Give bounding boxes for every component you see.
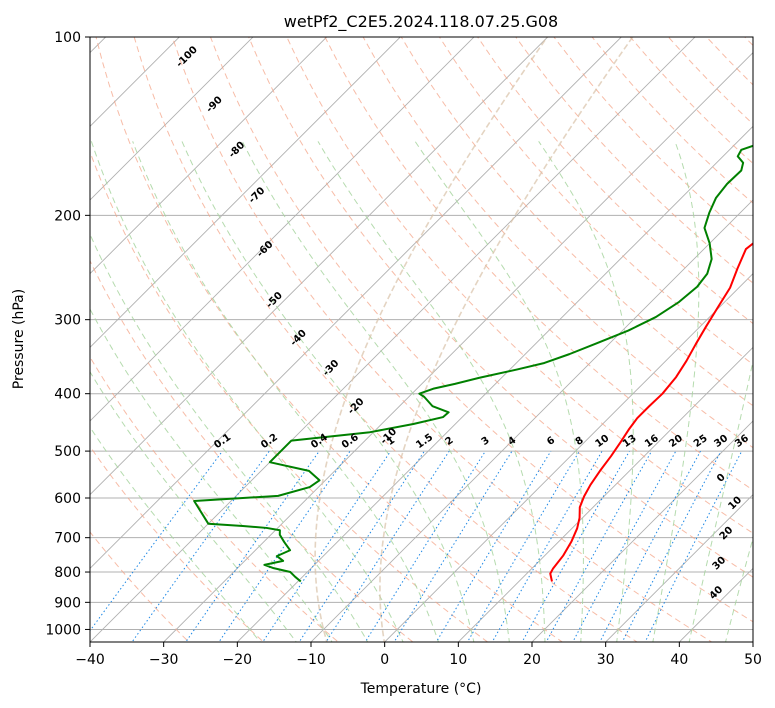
temperature-line [549,242,753,582]
dry-adiabat-50 [209,37,753,623]
x-tick-label-0: −40 [75,652,105,668]
mixing-ratio-line-11 [491,450,603,642]
dry-adiabat--10 [90,356,339,642]
y-tick-label-5: 600 [54,491,81,507]
y-tick-label-2: 300 [54,313,81,329]
y-tick-label-6: 700 [54,531,81,547]
x-tick-label-1: −30 [149,652,179,668]
x-tick-label-3: −10 [296,652,326,668]
mixing-ratio-line-8 [393,450,513,642]
dry-adiabat-90 [362,37,753,449]
plot-area [90,37,753,642]
x-axis-ticks: −40 −30 −20 −10 0 10 20 30 40 50 [75,642,762,668]
mixing-ratio-line-5 [298,450,425,642]
y-tick-label-0: 100 [54,30,81,46]
dry-adiabat-80 [324,37,753,491]
dry-adiabat-20 [95,37,564,642]
isotherm--40 [90,37,696,642]
mixing-ratio-line-3 [218,450,351,642]
mixing-ratio-line-13 [545,450,653,642]
x-tick-label-4: 0 [380,652,389,668]
mixing-ratio-line-10 [466,450,580,642]
isotherm--50 [90,37,622,569]
moist-adiabat--5 [90,233,369,642]
isotherm--100 [90,37,254,201]
isotherm-10 [457,346,753,642]
chart-title: wetPf2_C2E5.2024.118.07.25.G08 [284,12,558,32]
moist-adiabat-35 [652,141,700,642]
profile-lines [193,144,753,583]
x-axis-label: Temperature (°C) [360,681,482,697]
mixing-ratio-line-6 [325,450,450,642]
mixing-ratio-line-14 [572,450,677,642]
mixing-ratio-line-9 [435,450,552,642]
plot-frame [89,36,754,643]
moist-adiabat-15 [241,141,510,642]
moist-adiabat-20 [317,141,546,642]
x-tick-label-8: 40 [670,652,688,668]
y-tick-label-8: 900 [54,595,81,611]
moist-adiabat-25 [414,141,584,642]
y-axis-label: Pressure (hPa) [11,289,27,389]
moist-adiabat-10 [181,141,475,642]
mixing-ratio-line-1 [131,450,270,642]
mixing-ratio-line-12 [521,450,630,642]
isotherm--110 [90,37,180,127]
x-tick-label-5: 10 [449,652,467,668]
dry-adiabat-70 [286,37,753,534]
moist-adiabat--20 [90,426,261,642]
moist-adiabat-40 [688,358,753,642]
y-tick-label-1: 200 [54,208,81,224]
isotherm-20 [531,420,753,642]
background-lines [90,37,753,642]
x-tick-label-2: −20 [223,652,253,668]
isotherm-0 [384,273,753,642]
dry-adiabat-0 [90,259,414,642]
x-tick-label-9: 50 [744,652,762,668]
isotherm--70 [90,37,475,422]
dewpoint-line [193,144,753,583]
dry-adiabat-130 [515,37,753,284]
y-tick-label-4: 500 [54,444,81,460]
mixing-ratio-line-4 [262,450,392,642]
moist-adiabat-0 [90,141,404,642]
y-tick-label-9: 1000 [45,622,81,638]
dry-adiabat--20 [90,445,265,642]
mixing-ratio-line-7 [364,450,486,642]
x-tick-label-7: 30 [597,652,615,668]
dry-adiabat-10 [90,150,489,642]
moist-adiabat--10 [90,308,333,642]
isotherm--10 [310,199,753,642]
isotherm--80 [90,37,401,348]
moist-adiabat-45 [725,536,753,642]
y-tick-label-7: 800 [54,565,81,581]
isotherm--20 [236,125,753,642]
moist-adiabat--15 [90,370,297,642]
mixing-ratio-line-0 [90,450,223,632]
isotherm--30 [163,52,753,642]
moist-adiabat-30 [538,141,634,642]
isotherm--90 [90,37,328,275]
mixing-ratio-line-15 [599,450,701,642]
y-tick-label-3: 400 [54,387,81,403]
x-tick-label-6: 20 [523,652,541,668]
dry-adiabat--30 [90,531,190,642]
isotherm-30 [605,494,753,642]
moist-adiabat-5 [132,141,439,642]
y-axis-ticks: 100 200 300 400 500 600 700 800 900 1000 [45,30,90,638]
freezing-curve-0 [314,37,549,642]
isotherm--60 [90,37,549,496]
dry-adiabat-60 [248,37,753,578]
freezing-curve-1 [379,37,634,642]
dry-adiabat-40 [171,37,713,642]
dry-adiabat-30 [133,37,638,642]
